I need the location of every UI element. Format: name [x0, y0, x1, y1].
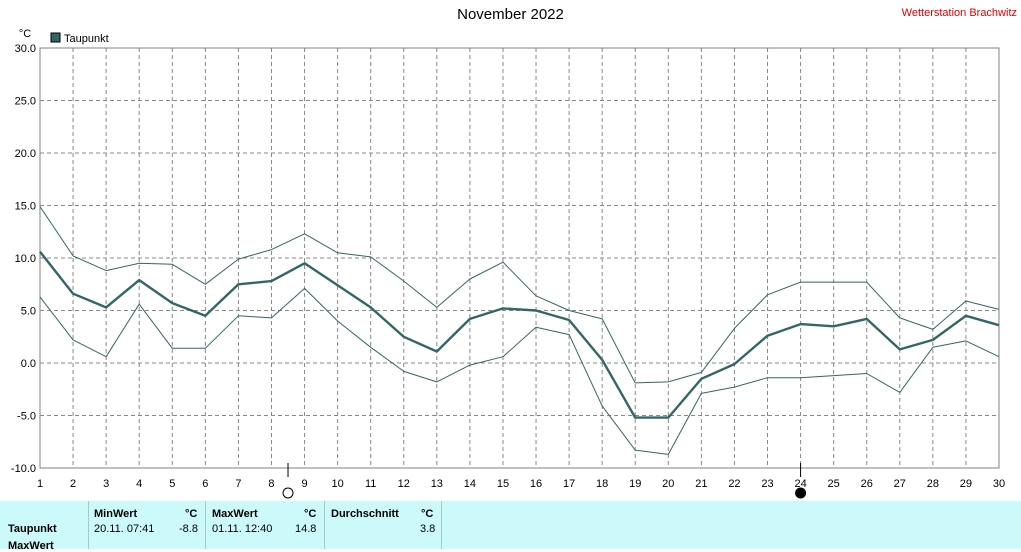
statistics-panel: Taupunkt MaxWert MinWert °C 20.11. 07:41… — [0, 501, 1021, 552]
avg-value: 3.8 — [420, 523, 436, 535]
legend-label: Taupunkt — [64, 33, 109, 45]
max-unit: °C — [304, 508, 317, 520]
x-tick-label: 19 — [629, 478, 641, 490]
chart-series — [39, 206, 1000, 455]
min-column: MinWert °C 20.11. 07:41 -8.8 — [88, 501, 205, 549]
x-tick-label: 23 — [761, 478, 773, 490]
x-tick-label: 1 — [37, 478, 43, 490]
x-tick-label: 7 — [235, 478, 241, 490]
y-tick-label: 10.0 — [15, 253, 36, 265]
avg-column: Durchschnitt °C 3.8 — [324, 501, 442, 549]
x-tick-label: 2 — [70, 478, 76, 490]
stats-row-label-2: MaxWert — [8, 540, 54, 552]
x-tick-label: 22 — [728, 478, 740, 490]
x-tick-label: 13 — [431, 478, 443, 490]
min-value: -8.8 — [179, 523, 198, 535]
chart-grid — [40, 48, 999, 468]
stats-row-label: Taupunkt — [8, 523, 57, 535]
x-tick-label: 20 — [662, 478, 674, 490]
series-line-min — [39, 287, 1000, 455]
x-tick-label: 11 — [365, 478, 376, 490]
dewpoint-chart: -10.0-5.00.05.010.015.020.025.030.0°C1 2 3… — [11, 28, 1005, 499]
x-tick-label: 10 — [331, 478, 343, 490]
max-header: MaxWert — [212, 508, 258, 520]
x-tick-label: 25 — [828, 478, 840, 490]
x-tick-label: 29 — [960, 478, 972, 490]
y-tick-label: 20.0 — [15, 148, 36, 160]
x-tick-label: 26 — [861, 478, 873, 490]
x-tick-label: 28 — [927, 478, 939, 490]
x-tick-label: 3 — [103, 478, 109, 490]
x-tick-label: 5 — [169, 478, 175, 490]
full-moon-icon — [282, 487, 294, 499]
plot-frame — [39, 47, 1000, 469]
new-moon-icon — [795, 487, 807, 499]
moon-phase-markers — [282, 463, 807, 499]
x-tick-label: 4 — [136, 478, 142, 490]
x-tick-label: 8 — [268, 478, 274, 490]
y-tick-label: 15.0 — [15, 201, 36, 213]
x-tick-label: 9 — [301, 478, 307, 490]
y-tick-label: 25.0 — [15, 96, 36, 108]
station-name: Wetterstation Brachwitz — [901, 7, 1017, 19]
avg-unit: °C — [421, 508, 434, 520]
chart-axes: -10.0-5.00.05.010.015.020.025.030.0°C1 2 3… — [11, 28, 1005, 490]
series-line-mean — [39, 250, 1000, 419]
legend-swatch — [50, 32, 61, 43]
min-unit: °C — [185, 508, 198, 520]
x-tick-label: 6 — [202, 478, 208, 490]
chart-legend: Taupunkt — [50, 32, 109, 45]
max-column: MaxWert °C 01.11. 12:40 14.8 — [205, 501, 324, 549]
x-tick-label: 18 — [596, 478, 608, 490]
x-tick-label: 30 — [993, 478, 1005, 490]
y-tick-label: 0.0 — [21, 358, 36, 370]
max-time: 01.11. 12:40 — [212, 523, 273, 535]
x-tick-label: 17 — [563, 478, 575, 490]
x-tick-label: 27 — [894, 478, 906, 490]
y-tick-label: -10.0 — [11, 463, 36, 475]
x-tick-label: 15 — [497, 478, 509, 490]
series-line-max — [39, 206, 1000, 384]
max-value: 14.8 — [295, 523, 317, 535]
x-tick-label: 14 — [464, 478, 476, 490]
min-time: 20.11. 07:41 — [94, 523, 155, 535]
y-unit-label: °C — [19, 28, 31, 40]
chart-title: November 2022 — [457, 6, 564, 23]
x-tick-label: 16 — [530, 478, 542, 490]
x-tick-label: 12 — [398, 478, 410, 490]
y-tick-label: 5.0 — [21, 306, 36, 318]
x-tick-label: 24 — [794, 478, 806, 490]
min-header: MinWert — [94, 508, 138, 520]
y-tick-label: -5.0 — [17, 411, 36, 423]
x-tick-label: 21 — [695, 478, 707, 490]
avg-header: Durchschnitt — [331, 508, 399, 520]
y-tick-label: 30.0 — [15, 43, 36, 55]
